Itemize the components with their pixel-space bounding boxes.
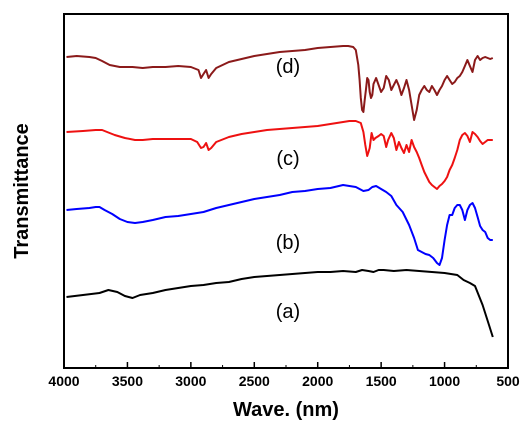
x-tick-label-3000: 3000 [175,373,206,389]
y-axis-title: Transmittance [11,123,33,259]
series-line-c [66,120,493,190]
x-tick-labels: 4000 3500 3000 2500 2000 1500 1000 500 [48,373,519,389]
series-line-d [66,45,494,121]
x-axis-title: Wave. (nm) [233,399,339,421]
curve-labels: (a) (b) (c) (d) [276,56,300,323]
x-tick-label-1500: 1500 [366,373,397,389]
x-tick-label-1000: 1000 [429,373,460,389]
series-line-b [66,184,493,266]
x-tick-label-500: 500 [496,373,520,389]
x-tick-label-3500: 3500 [112,373,143,389]
curve-label-b: (b) [276,232,300,254]
x-ticks [63,362,509,368]
x-tick-label-2500: 2500 [239,373,270,389]
plot-frame [63,13,509,369]
curve-label-d: (d) [276,56,300,78]
curve-label-a: (a) [276,301,300,323]
x-tick-label-4000: 4000 [48,373,79,389]
curve-label-c: (c) [276,148,299,170]
series-layer [66,45,494,338]
series-line-a [66,269,494,338]
x-tick-label-2000: 2000 [302,373,333,389]
